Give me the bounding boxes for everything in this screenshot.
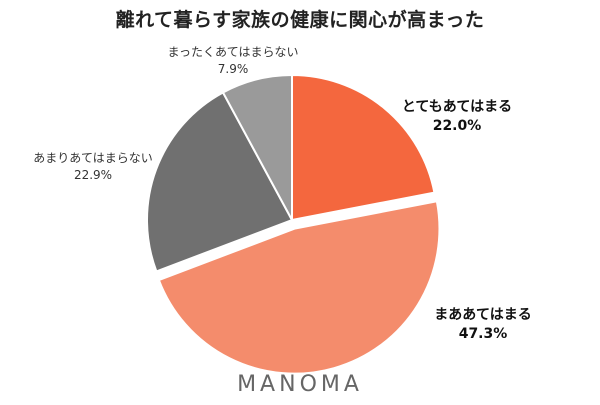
slice-label-not-very-applicable: あまりあてはまらない 22.9% [18, 150, 168, 184]
slice-label-text: まああてはまる [434, 307, 532, 323]
pie-slice-not-at-all-applicable [221, 73, 293, 221]
slice-label-value: 22.9% [73, 168, 113, 182]
slice-label-somewhat-applicable: まああてはまる 47.3% [418, 306, 548, 344]
chart-title: 離れて暮らす家族の健康に関心が高まった [115, 9, 485, 31]
slice-label-text: あまりあてはまらない [33, 151, 153, 165]
pie-slice-very-applicable [291, 73, 436, 222]
slice-label-value: 47.3% [458, 326, 508, 342]
pie-slice-somewhat-applicable [157, 200, 441, 375]
pie-slice-not-very-applicable [146, 91, 294, 273]
slice-label-value: 22.0% [432, 118, 482, 134]
brand-logo: MANOMA [237, 372, 363, 397]
slice-label-value: 7.9% [217, 62, 249, 76]
slice-label-very-applicable: とてもあてはまる 22.0% [392, 98, 522, 136]
slice-label-text: まったくあてはまらない [167, 45, 299, 59]
slice-label-not-at-all-applicable: まったくあてはまらない 7.9% [158, 44, 308, 78]
slice-label-text: とてもあてはまる [401, 99, 513, 115]
